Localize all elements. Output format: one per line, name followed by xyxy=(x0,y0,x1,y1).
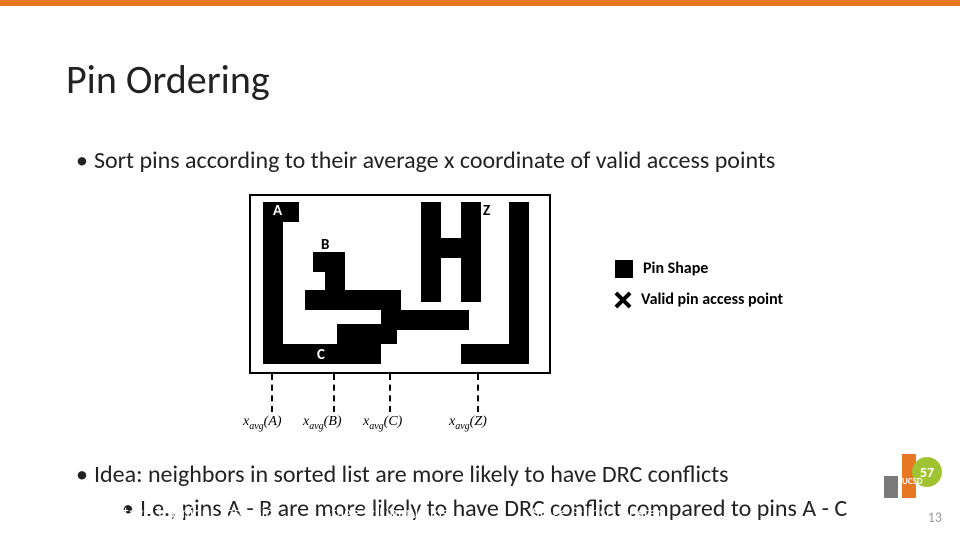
access-point-mark xyxy=(465,284,477,296)
access-point-mark xyxy=(465,344,477,356)
xavg-label: xavg(C) xyxy=(363,414,402,432)
bullet-dot: • xyxy=(76,460,88,490)
stage-chevrons: Stage 1: Unique inst. pinStage 2: Unique… xyxy=(86,498,710,528)
legend-valid-ap: Valid pin access point xyxy=(615,290,783,309)
xavg-dash xyxy=(333,374,335,412)
access-point-mark xyxy=(425,284,437,296)
access-point-mark xyxy=(267,234,279,246)
xavg-label: xavg(A) xyxy=(243,414,282,432)
logo-bar-short xyxy=(884,476,898,498)
stage-chevron-1: Stage 1: Unique inst. pin xyxy=(86,498,306,528)
access-point-mark xyxy=(513,284,525,296)
bullet-1-text: Sort pins according to their average x c… xyxy=(94,146,775,175)
access-point-mark xyxy=(465,234,477,246)
access-point-mark xyxy=(341,344,353,356)
access-point-mark xyxy=(329,284,341,296)
access-point-mark xyxy=(267,344,279,356)
slide-title: Pin Ordering xyxy=(66,55,270,104)
xavg-label: xavg(B) xyxy=(303,414,342,432)
accent-top-bar xyxy=(0,0,960,6)
logo-overlay-text: UCSD xyxy=(902,476,923,487)
corner-logo: 57 UCSD xyxy=(882,448,942,502)
xavg-dash xyxy=(477,374,479,412)
pin-shape-C xyxy=(337,324,397,344)
xavg-label: xavg(Z) xyxy=(449,414,487,432)
access-point-mark xyxy=(513,344,525,356)
pin-shape-A xyxy=(263,202,283,364)
legend-pin-shape-text: Pin Shape xyxy=(643,259,708,278)
pin-label-A: A xyxy=(273,202,282,220)
access-point-mark xyxy=(513,234,525,246)
valid-ap-icon xyxy=(615,292,631,308)
bullet-2: • Idea: neighbors in sorted list are mor… xyxy=(94,460,914,490)
pin-label-B: B xyxy=(321,236,329,254)
legend-valid-ap-text: Valid pin access point xyxy=(641,290,783,309)
legend-pin-shape: Pin Shape xyxy=(615,259,783,278)
figure-legend: Pin Shape Valid pin access point xyxy=(615,259,783,321)
bullet-dot: • xyxy=(76,146,88,176)
bullet-1: • Sort pins according to their average x… xyxy=(94,146,874,176)
access-point-mark xyxy=(267,284,279,296)
bullet-2-text: Idea: neighbors in sorted list are more … xyxy=(94,460,729,489)
stage-chevron-2: Stage 2: Unique inst. xyxy=(294,498,514,528)
pin-label-Z: Z xyxy=(483,202,490,220)
slide-number: 13 xyxy=(928,509,942,526)
access-point-mark xyxy=(425,234,437,246)
pin-figure: A B C Z xyxy=(249,194,551,374)
pin-shape-Z xyxy=(509,202,529,364)
stage-chevron-3: Stage 3: Inst. cluster xyxy=(502,498,722,528)
pin-label-C: C xyxy=(317,346,325,364)
pin-shape-swatch xyxy=(615,260,633,278)
xavg-dash xyxy=(271,374,273,412)
xavg-dash xyxy=(389,374,391,412)
